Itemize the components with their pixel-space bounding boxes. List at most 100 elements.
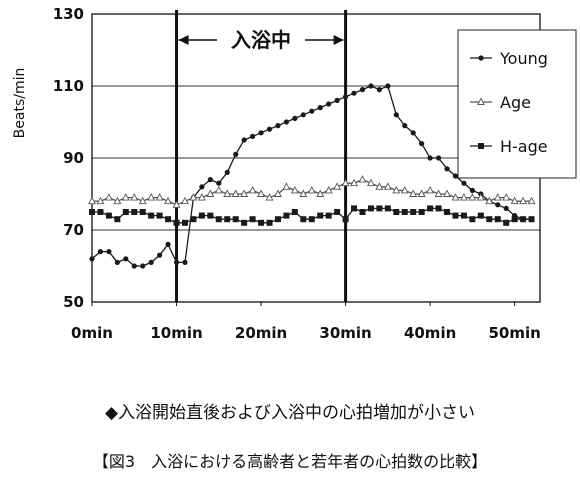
legend-marker-age [477,97,485,105]
y-tick-label: 110 [53,77,84,95]
y-tick-label: 130 [53,5,84,23]
data-point-age [459,193,468,201]
data-point-h-age [317,212,324,219]
data-point-h-age [165,216,172,223]
data-point-age [96,196,105,205]
data-point-young [452,173,459,179]
data-point-h-age [342,216,349,223]
data-point-young [410,130,416,136]
arrow-left-head [178,35,189,45]
y-tick-label: 50 [63,293,84,311]
data-point-young [258,130,264,136]
data-point-age [282,182,291,190]
data-point-age [274,189,282,197]
data-point-h-age [215,216,222,223]
legend-marker-young [478,55,484,61]
data-point-young [283,119,290,125]
data-point-h-age [367,205,374,212]
data-point-young [435,155,442,161]
series-lines [88,83,536,269]
legend-marker-h-age [478,143,484,149]
legend-label-young: Young [499,49,548,68]
data-point-young [89,256,95,262]
data-point-age [400,185,409,194]
data-point-h-age [181,219,188,226]
data-point-age [257,189,266,197]
data-point-young [216,180,222,186]
data-point-h-age [393,209,400,215]
data-point-h-age [291,209,298,215]
data-point-young [385,83,391,89]
data-point-age [206,189,215,197]
data-point-h-age [351,205,358,212]
data-point-h-age [359,209,366,215]
data-point-age [265,193,274,201]
series-age [88,175,536,208]
data-point-age [181,196,189,205]
data-point-h-age [131,209,138,215]
data-point-young [97,249,104,255]
data-point-age [130,193,139,201]
data-point-young [326,101,332,107]
figure-caption: 【図3 入浴における高齢者と若年者の心拍数の比較】 [92,452,488,471]
data-point-age [527,196,536,205]
arrow-right-head [333,35,344,45]
data-point-young [275,123,281,129]
data-point-h-age [198,212,205,219]
data-point-age [375,182,384,190]
data-point-h-age [469,216,476,223]
data-point-age [443,189,451,197]
data-point-h-age [452,212,459,219]
data-point-age [299,189,308,197]
data-point-young [469,187,475,193]
data-point-age [366,178,375,187]
legend: Young Age H-age [457,29,577,179]
data-point-young [131,263,137,269]
data-point-h-age [435,205,442,212]
data-point-young [157,252,163,258]
data-point-young [148,259,154,265]
data-point-h-age [444,209,451,215]
data-point-age [350,178,358,187]
data-point-h-age [528,216,535,223]
data-point-age [88,196,96,205]
data-point-age [434,189,443,197]
data-point-young [334,97,340,103]
legend-label-age: Age [500,93,531,112]
data-point-h-age [494,216,501,223]
data-point-age [510,196,519,205]
y-tick-label: 70 [63,221,84,239]
data-point-young [207,177,213,183]
data-point-young [165,241,171,247]
data-point-age [476,193,485,201]
data-point-age [223,189,232,197]
data-point-young [266,126,273,132]
x-axis: 0min 10min 20min 30min 40min 50min [71,302,541,342]
data-point-h-age [89,209,95,215]
data-point-h-age [486,216,493,223]
data-point-young [106,249,112,255]
x-tick-label: 40min [404,324,456,342]
data-point-h-age [410,209,417,215]
data-point-age [409,189,418,197]
data-point-age [240,189,249,197]
data-point-age [316,189,325,197]
data-point-age [333,182,342,190]
data-point-young [173,259,180,265]
data-point-young [241,137,247,143]
data-point-h-age [114,216,121,223]
data-point-young [495,202,501,208]
bath-period-marker: 入浴中 [175,10,348,302]
data-point-age [164,196,173,205]
data-point-young [359,87,366,93]
data-point-age [417,189,426,197]
data-point-young [292,115,298,121]
data-point-h-age [503,219,510,226]
data-point-h-age [460,212,467,219]
data-point-h-age [300,216,307,223]
data-point-age [214,185,223,194]
data-point-young [233,151,239,157]
data-point-h-age [401,209,408,215]
data-point-h-age [520,216,527,223]
y-tick-label: 90 [63,149,84,167]
